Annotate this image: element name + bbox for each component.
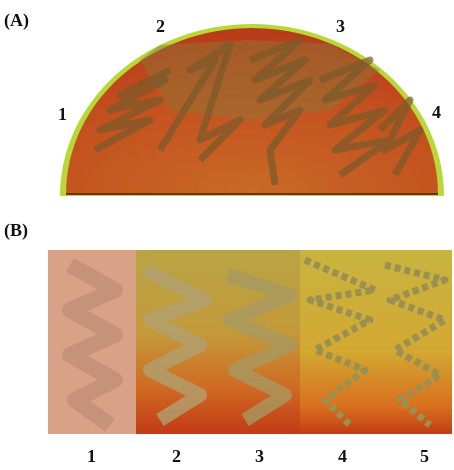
sector-label: 2 — [156, 16, 165, 36]
agar-plate — [60, 24, 444, 196]
strip-label: 5 — [420, 446, 429, 466]
strip-label: 4 — [338, 446, 347, 466]
strip-photos — [48, 250, 452, 434]
panel-label: (A) — [4, 10, 29, 31]
sector-label: 3 — [336, 16, 345, 36]
sector-label: 1 — [58, 104, 67, 124]
panel-label: (B) — [4, 220, 28, 241]
strip-label: 2 — [172, 446, 181, 466]
strip-label: 3 — [255, 446, 264, 466]
figure: (A) 1 2 3 4 (B) 1 2 3 4 5 — [0, 0, 454, 470]
sector-label: 4 — [432, 102, 441, 122]
strip-label: 1 — [87, 446, 96, 466]
